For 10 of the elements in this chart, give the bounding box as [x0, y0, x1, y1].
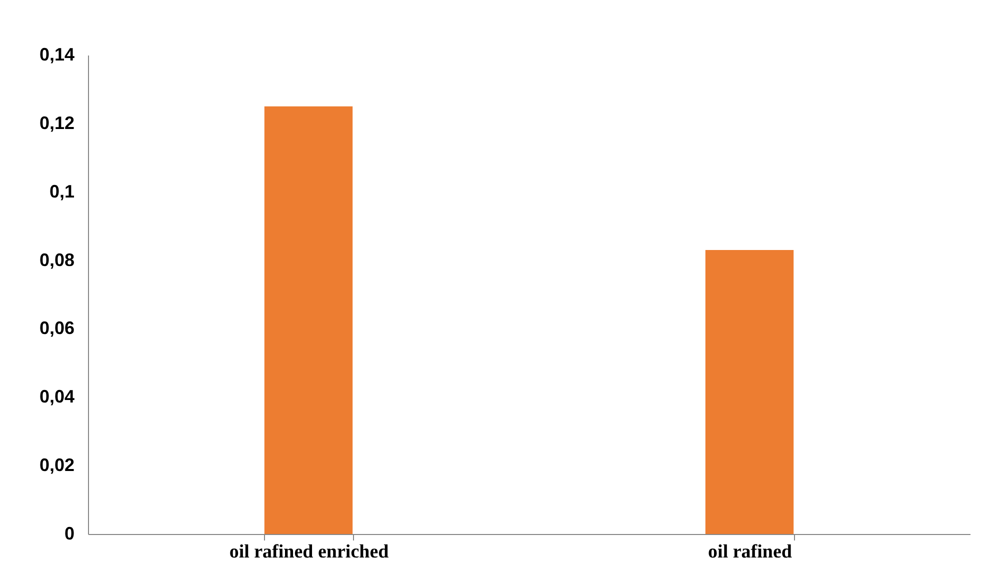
y-tick-label: 0,08 — [39, 250, 74, 270]
y-tick-label: 0,02 — [39, 455, 74, 476]
y-tick-label: 0,04 — [39, 386, 74, 407]
x-tick-label: oil rafined enriched — [229, 542, 390, 562]
y-tick-label: 0,1 — [49, 181, 74, 202]
y-tick-label: 0 — [64, 524, 74, 544]
y-tick-label: 0,12 — [39, 112, 74, 133]
x-tick-label: oil rafined — [708, 542, 792, 562]
y-tick-label: 0,06 — [39, 318, 74, 338]
y-tick-label: 0,14 — [39, 44, 74, 64]
